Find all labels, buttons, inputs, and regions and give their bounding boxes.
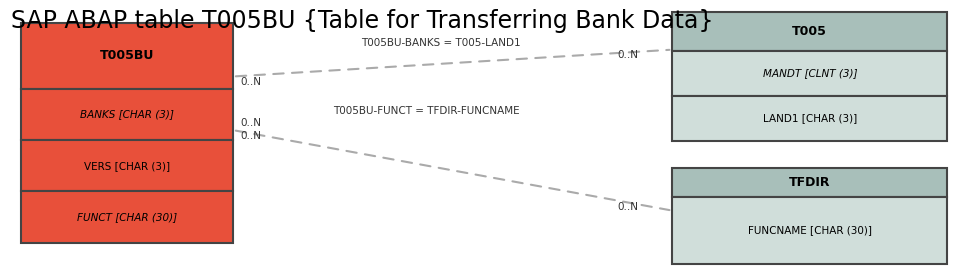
Text: T005BU-BANKS = T005-LAND1: T005BU-BANKS = T005-LAND1: [361, 38, 521, 48]
Text: T005BU: T005BU: [100, 49, 154, 62]
Text: VERS [CHAR (3)]: VERS [CHAR (3)]: [84, 161, 170, 171]
Text: 0..N: 0..N: [241, 77, 261, 87]
Text: 0..N: 0..N: [241, 118, 261, 128]
FancyBboxPatch shape: [20, 140, 233, 192]
FancyBboxPatch shape: [672, 51, 948, 96]
Text: 0..N: 0..N: [618, 202, 639, 212]
FancyBboxPatch shape: [672, 197, 948, 264]
Text: SAP ABAP table T005BU {Table for Transferring Bank Data}: SAP ABAP table T005BU {Table for Transfe…: [11, 9, 713, 33]
Text: 0..N: 0..N: [618, 50, 639, 60]
Text: FUNCT [CHAR (30)]: FUNCT [CHAR (30)]: [76, 212, 177, 222]
FancyBboxPatch shape: [20, 192, 233, 243]
FancyBboxPatch shape: [672, 12, 948, 51]
Text: FUNCNAME [CHAR (30)]: FUNCNAME [CHAR (30)]: [747, 225, 872, 235]
FancyBboxPatch shape: [672, 96, 948, 141]
FancyBboxPatch shape: [20, 23, 233, 89]
FancyBboxPatch shape: [672, 168, 948, 197]
Text: T005BU-FUNCT = TFDIR-FUNCNAME: T005BU-FUNCT = TFDIR-FUNCNAME: [333, 106, 520, 116]
Text: LAND1 [CHAR (3)]: LAND1 [CHAR (3)]: [763, 113, 857, 123]
Text: 0..N: 0..N: [241, 131, 261, 141]
Text: TFDIR: TFDIR: [789, 176, 831, 189]
Text: BANKS [CHAR (3)]: BANKS [CHAR (3)]: [80, 109, 174, 120]
Text: T005: T005: [793, 25, 828, 38]
Text: MANDT [CLNT (3)]: MANDT [CLNT (3)]: [763, 68, 857, 78]
FancyBboxPatch shape: [20, 89, 233, 140]
